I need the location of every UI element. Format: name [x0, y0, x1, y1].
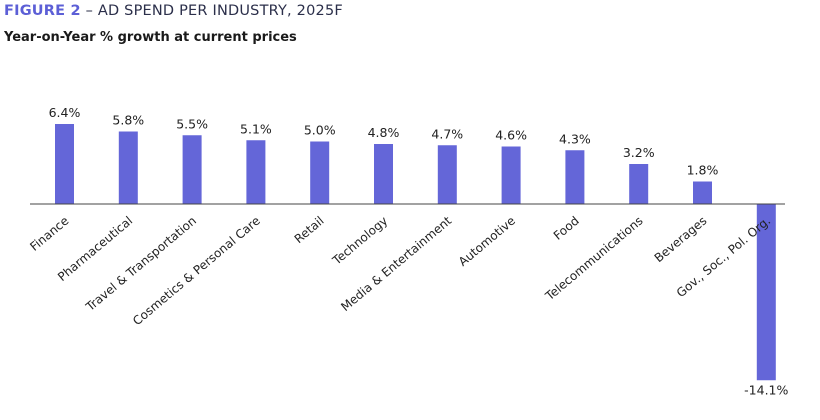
bar — [501, 146, 521, 204]
figure-title-text: – AD SPEND PER INDUSTRY, 2025F — [85, 3, 343, 19]
category-label: Travel & Transportation — [83, 214, 199, 315]
data-label: 5.0% — [304, 123, 336, 138]
bar — [118, 131, 138, 204]
data-label: 5.1% — [240, 121, 272, 136]
data-label: 4.7% — [431, 126, 463, 141]
bar — [437, 145, 457, 204]
figure-title: FIGURE 2 – AD SPEND PER INDUSTRY, 2025F — [4, 3, 343, 19]
data-label: 4.8% — [368, 125, 400, 140]
bar — [55, 124, 74, 204]
category-label: Cosmetics & Personal Care — [130, 214, 263, 329]
category-label: Retail — [292, 214, 327, 247]
data-label: 5.8% — [112, 113, 144, 128]
figure-label: FIGURE 2 — [4, 3, 81, 19]
chart-subtitle: Year-on-Year % growth at current prices — [4, 30, 297, 45]
bar — [693, 181, 712, 204]
bar — [565, 150, 585, 204]
bar — [756, 204, 776, 381]
bar — [310, 141, 330, 204]
data-label: 3.2% — [623, 145, 655, 160]
data-label: 6.4% — [49, 105, 81, 120]
data-label: -14.1% — [744, 382, 788, 397]
data-label: 5.5% — [176, 116, 208, 131]
category-label: Beverages — [652, 214, 710, 266]
category-label: Finance — [27, 214, 71, 254]
bar — [629, 164, 649, 204]
category-label: Food — [551, 214, 582, 243]
category-label: Automotive — [456, 214, 518, 269]
data-label: 4.6% — [495, 128, 527, 143]
data-label: 1.8% — [687, 163, 719, 178]
category-label: Technology — [329, 214, 390, 269]
bar — [182, 135, 202, 204]
bar — [374, 144, 393, 204]
data-label: 4.3% — [559, 131, 591, 146]
category-label: Media & Entertainment — [338, 213, 454, 314]
bar — [246, 140, 266, 204]
